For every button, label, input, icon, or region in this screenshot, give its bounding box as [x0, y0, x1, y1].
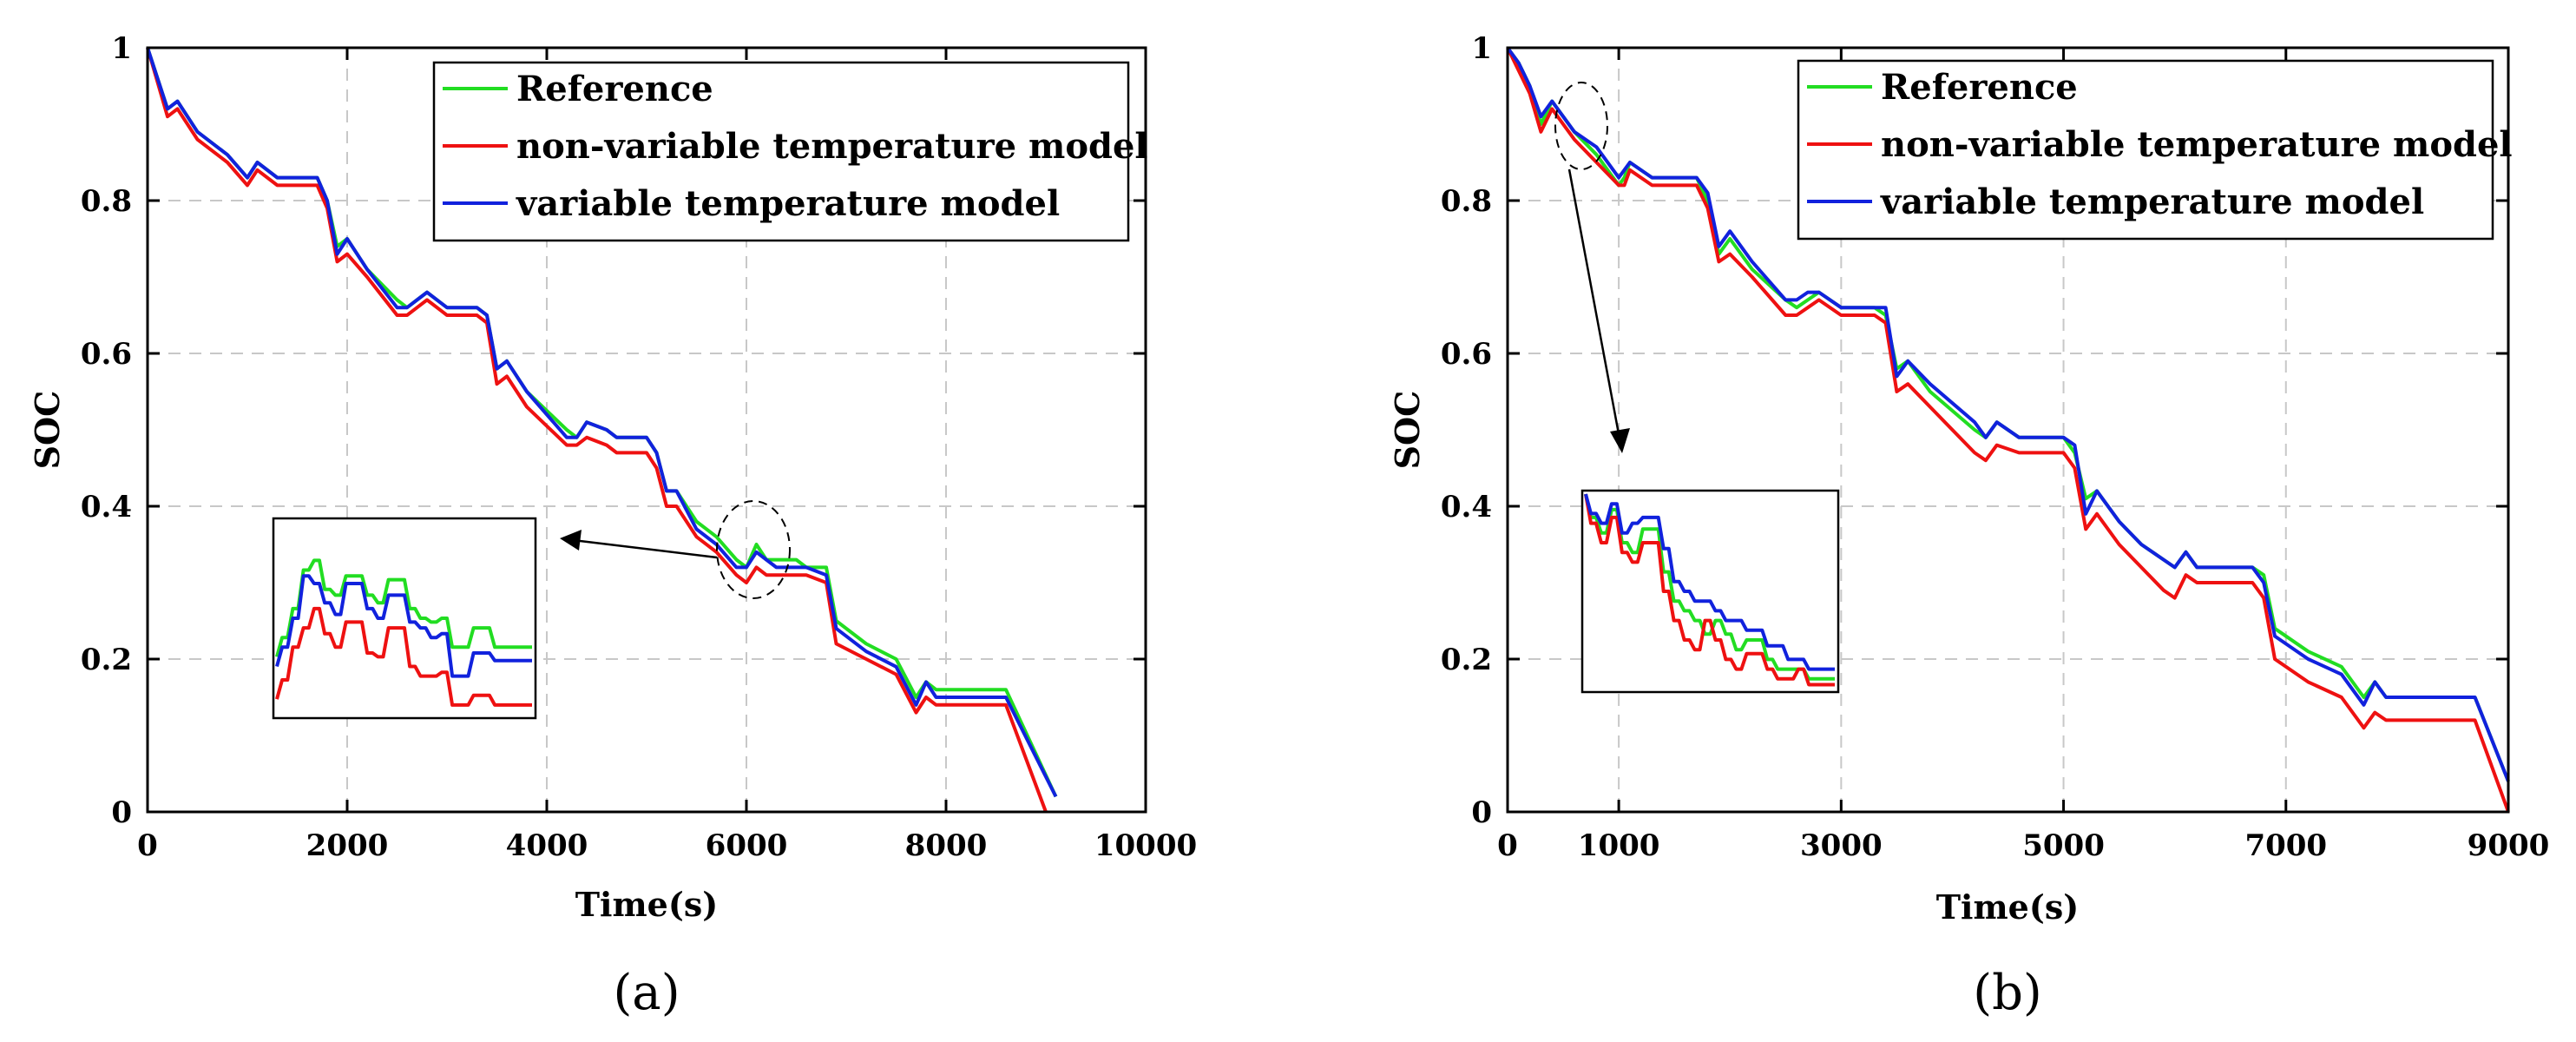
legend-label-nonvariable-b: non-variable temperature model	[1881, 124, 2513, 165]
series-line-reference-b	[1506, 46, 2510, 782]
inset-line-nonvariable-a	[275, 606, 532, 707]
legend-label-variable-b: variable temperature model	[1880, 181, 2424, 222]
x-tick-label: 6000	[706, 828, 788, 863]
series-line-variable-a	[146, 47, 1058, 798]
panel-b: 0 1000 3000 5000 7000 9000 0 0.2 0.4 0.6 0.8 1 Time…	[1388, 31, 2549, 1021]
x-axis-label-a: Time(s)	[575, 885, 718, 924]
zoom-ellipse-a	[716, 500, 791, 599]
series-b	[1506, 46, 2510, 813]
x-tick-label: 10000	[1094, 828, 1197, 863]
inset-line-variable-b	[1584, 493, 1835, 671]
y-axis-label-a: SOC	[28, 391, 67, 470]
inset-frame-b	[1580, 489, 1840, 694]
inset-line-reference-a	[275, 558, 532, 657]
panel-label-b: (b)	[1973, 965, 2042, 1021]
panel-a: 0 2000 4000 6000 8000 10000 0 0.2 0.4 0.6 0.8 1 Tim…	[28, 31, 1197, 1021]
x-tick-label: 2000	[306, 828, 389, 863]
y-axis-label-b: SOC	[1388, 391, 1427, 470]
zoom-arrowhead-a	[560, 530, 582, 551]
legend-label-variable-a: variable temperature model	[516, 183, 1060, 224]
x-tick-label: 8000	[905, 828, 988, 863]
y-tick-label: 0.8	[81, 184, 132, 219]
legend-a: Reference non-variable temperature model…	[432, 61, 1148, 242]
series-line-variable-b	[1506, 46, 2510, 782]
y-tick-label: 0	[1471, 795, 1492, 830]
ticks-b: 0 1000 3000 5000 7000 9000 0 0.2 0.4 0.6 0.8 1	[1441, 31, 2549, 863]
y-tick-label: 0.4	[81, 490, 132, 524]
inset-line-reference-b	[1584, 493, 1835, 681]
y-tick-label: 1	[111, 31, 132, 66]
zoom-ellipse-b	[1554, 82, 1608, 170]
inset-b	[1584, 493, 1835, 687]
legend-box-a	[432, 61, 1130, 242]
inset-bg-a	[273, 518, 536, 718]
zoom-arrow-b	[1567, 168, 1621, 439]
panel-label-a: (a)	[613, 965, 680, 1021]
x-tick-label: 7000	[2244, 828, 2327, 863]
x-tick-label: 1000	[1578, 828, 1660, 863]
y-tick-label: 0.6	[81, 337, 132, 372]
x-axis-label-b: Time(s)	[1936, 887, 2079, 927]
y-tick-label: 1	[1471, 31, 1492, 66]
zoom-arrow-a	[572, 538, 718, 559]
series-line-nonvariable-b	[1506, 47, 2510, 813]
ticks-a: 0 2000 4000 6000 8000 10000 0 0.2 0.4 0.6 0.8 1	[81, 31, 1197, 863]
inset-frame-a	[272, 517, 537, 720]
y-tick-label: 0.4	[1441, 490, 1492, 524]
y-tick-label: 0.8	[1441, 184, 1492, 219]
x-tick-label: 0	[1497, 828, 1518, 863]
y-tick-label: 0.6	[1441, 337, 1492, 372]
legend-b: Reference non-variable temperature model…	[1797, 59, 2513, 241]
series-line-nonvariable-a	[146, 47, 1048, 813]
legend-label-reference-b: Reference	[1881, 67, 2078, 108]
inset-a	[275, 558, 532, 707]
x-tick-label: 5000	[2022, 828, 2105, 863]
inset-line-nonvariable-b	[1584, 493, 1835, 687]
x-tick-label: 0	[137, 828, 158, 863]
x-tick-label: 3000	[1800, 828, 1883, 863]
legend-label-reference-a: Reference	[516, 69, 713, 109]
plot-frame-a	[146, 46, 1147, 814]
y-tick-label: 0	[111, 795, 132, 830]
inset-line-variable-a	[275, 574, 532, 678]
zoom-arrowhead-b	[1610, 428, 1630, 453]
x-tick-label: 9000	[2468, 828, 2550, 863]
plot-frame-b	[1506, 46, 2510, 814]
legend-label-nonvariable-a: non-variable temperature model	[516, 126, 1148, 167]
series-a	[146, 47, 1058, 813]
y-tick-label: 0.2	[1441, 643, 1492, 677]
y-tick-label: 0.2	[81, 643, 132, 677]
x-tick-label: 4000	[506, 828, 588, 863]
legend-box-b	[1797, 59, 2494, 241]
